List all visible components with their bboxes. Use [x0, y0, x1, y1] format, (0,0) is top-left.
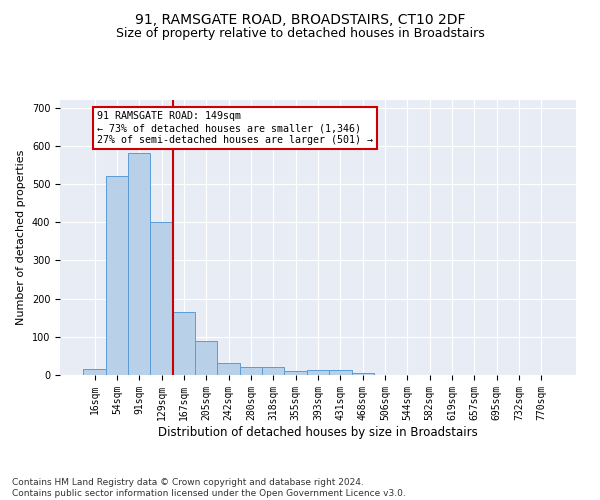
Y-axis label: Number of detached properties: Number of detached properties: [16, 150, 26, 325]
Text: Contains HM Land Registry data © Crown copyright and database right 2024.
Contai: Contains HM Land Registry data © Crown c…: [12, 478, 406, 498]
Text: 91, RAMSGATE ROAD, BROADSTAIRS, CT10 2DF: 91, RAMSGATE ROAD, BROADSTAIRS, CT10 2DF: [135, 12, 465, 26]
Bar: [128, 154, 151, 375]
Text: 91 RAMSGATE ROAD: 149sqm
← 73% of detached houses are smaller (1,346)
27% of sem: 91 RAMSGATE ROAD: 149sqm ← 73% of detach…: [97, 112, 373, 144]
Bar: [262, 366, 284, 375]
Bar: [329, 370, 352, 375]
Bar: [195, 342, 217, 375]
Bar: [83, 369, 106, 375]
Bar: [151, 222, 173, 375]
Bar: [217, 363, 240, 375]
Bar: [352, 373, 374, 375]
Bar: [284, 371, 307, 375]
Bar: [173, 312, 195, 375]
Bar: [307, 370, 329, 375]
Bar: [240, 368, 262, 375]
Text: Size of property relative to detached houses in Broadstairs: Size of property relative to detached ho…: [116, 28, 484, 40]
Bar: [106, 176, 128, 375]
X-axis label: Distribution of detached houses by size in Broadstairs: Distribution of detached houses by size …: [158, 426, 478, 438]
